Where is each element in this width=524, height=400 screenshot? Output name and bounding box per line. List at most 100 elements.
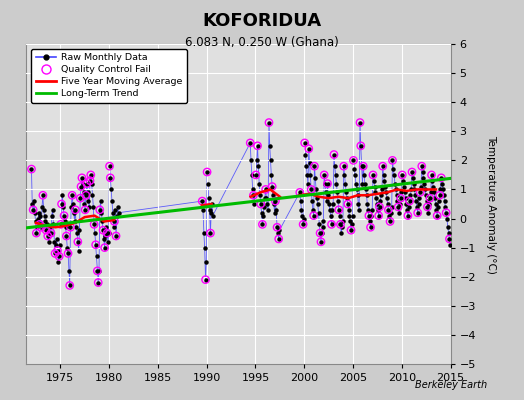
- Point: [336, 221, 345, 228]
- Point: [413, 210, 422, 216]
- Point: [32, 230, 40, 236]
- Point: [51, 250, 59, 257]
- Point: [76, 195, 84, 201]
- Point: [375, 204, 384, 210]
- Point: [323, 180, 332, 187]
- Point: [105, 163, 114, 169]
- Point: [307, 186, 315, 193]
- Point: [249, 192, 258, 198]
- Point: [53, 247, 62, 254]
- Point: [320, 172, 329, 178]
- Point: [92, 242, 100, 248]
- Point: [68, 192, 77, 198]
- Point: [252, 172, 260, 178]
- Point: [365, 212, 373, 219]
- Point: [428, 172, 436, 178]
- Point: [433, 212, 441, 219]
- Point: [394, 204, 402, 210]
- Point: [347, 227, 355, 233]
- Point: [57, 201, 66, 207]
- Point: [57, 221, 65, 228]
- Point: [201, 276, 210, 283]
- Point: [344, 201, 352, 207]
- Point: [78, 175, 86, 181]
- Point: [357, 143, 365, 149]
- Point: [317, 239, 325, 245]
- Point: [110, 218, 118, 225]
- Point: [408, 169, 416, 175]
- Point: [101, 244, 109, 251]
- Point: [299, 221, 307, 228]
- Point: [268, 183, 276, 190]
- Point: [316, 230, 324, 236]
- Text: Berkeley Earth: Berkeley Earth: [415, 380, 487, 390]
- Point: [55, 253, 63, 260]
- Point: [77, 183, 85, 190]
- Point: [275, 236, 283, 242]
- Point: [406, 198, 414, 204]
- Point: [296, 189, 304, 196]
- Point: [418, 163, 426, 169]
- Point: [304, 146, 313, 152]
- Point: [39, 192, 47, 198]
- Point: [47, 230, 55, 236]
- Point: [397, 195, 405, 201]
- Point: [335, 207, 343, 213]
- Point: [265, 119, 273, 126]
- Point: [253, 143, 261, 149]
- Point: [300, 140, 309, 146]
- Point: [86, 178, 94, 184]
- Point: [437, 175, 445, 181]
- Text: KOFORIDUA: KOFORIDUA: [202, 12, 322, 30]
- Point: [42, 227, 50, 233]
- Point: [83, 180, 91, 187]
- Point: [310, 212, 318, 219]
- Point: [330, 151, 338, 158]
- Point: [99, 227, 107, 233]
- Point: [416, 189, 424, 196]
- Point: [273, 224, 281, 230]
- Point: [258, 221, 267, 228]
- Point: [74, 239, 82, 245]
- Legend: Raw Monthly Data, Quality Control Fail, Five Year Moving Average, Long-Term Tren: Raw Monthly Data, Quality Control Fail, …: [31, 49, 187, 103]
- Point: [340, 163, 348, 169]
- Text: 6.083 N, 0.250 W (Ghana): 6.083 N, 0.250 W (Ghana): [185, 36, 339, 49]
- Point: [27, 166, 36, 172]
- Point: [403, 212, 412, 219]
- Point: [103, 230, 111, 236]
- Y-axis label: Temperature Anomaly (°C): Temperature Anomaly (°C): [486, 134, 496, 274]
- Point: [29, 207, 37, 213]
- Point: [67, 224, 75, 230]
- Point: [423, 204, 432, 210]
- Point: [66, 282, 74, 289]
- Point: [93, 268, 102, 274]
- Point: [246, 140, 255, 146]
- Point: [369, 172, 377, 178]
- Point: [442, 210, 450, 216]
- Point: [60, 212, 68, 219]
- Point: [86, 172, 95, 178]
- Point: [356, 119, 364, 126]
- Point: [82, 192, 90, 198]
- Point: [366, 224, 375, 230]
- Point: [206, 230, 215, 236]
- Point: [398, 172, 407, 178]
- Point: [271, 198, 280, 204]
- Point: [310, 163, 319, 169]
- Point: [435, 192, 444, 198]
- Point: [350, 157, 358, 164]
- Point: [62, 233, 71, 239]
- Point: [90, 221, 99, 228]
- Point: [203, 169, 211, 175]
- Point: [43, 233, 52, 239]
- Point: [112, 233, 120, 239]
- Point: [257, 201, 265, 207]
- Point: [64, 250, 72, 257]
- Point: [106, 175, 115, 181]
- Point: [81, 207, 89, 213]
- Point: [36, 221, 44, 228]
- Point: [375, 212, 383, 219]
- Point: [426, 195, 434, 201]
- Point: [386, 218, 394, 225]
- Point: [359, 163, 367, 169]
